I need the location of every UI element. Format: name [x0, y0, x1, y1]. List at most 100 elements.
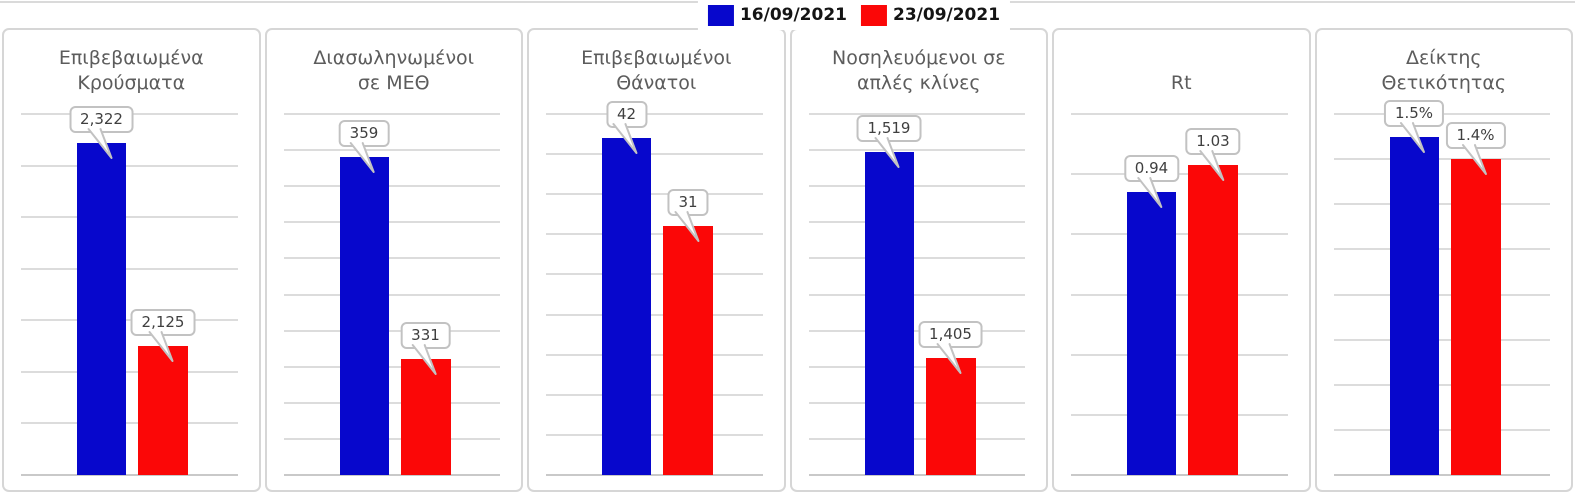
data-label-callout: 331	[400, 322, 451, 376]
bar-16-09-2021	[602, 138, 651, 475]
gridline	[21, 164, 238, 167]
chart-panel-3: Επιβεβαιωμένοι Θάνατοι 42 31	[527, 28, 786, 492]
bar-23-09-2021	[400, 359, 451, 475]
bar-23-09-2021	[138, 346, 188, 475]
bar-23-09-2021	[1450, 159, 1501, 475]
callout-tail	[674, 211, 699, 243]
gridline	[808, 329, 1025, 332]
gridline	[283, 293, 500, 296]
panel-title-line: Νοσηλευόμενοι σε	[832, 47, 1006, 69]
data-label-callout: 2,125	[130, 309, 196, 363]
x-axis-line	[21, 474, 238, 476]
legend-label-date-1: 16/09/2021	[739, 5, 847, 25]
gridline	[546, 313, 763, 316]
chart-panel-6: Δείκτης Θετικότητας 1.5% 1.4%	[1314, 28, 1573, 492]
data-label-callout: 2,322	[69, 105, 134, 159]
data-label-callout: 31	[667, 189, 709, 243]
callout-tail	[349, 142, 375, 174]
data-label-callout: 1,519	[856, 114, 922, 168]
bar-16-09-2021	[1389, 136, 1439, 475]
data-label-callout: 359	[338, 120, 390, 174]
chart-panel-4: Νοσηλευόμενοι σε απλές κλίνες 1,519 1,405	[789, 28, 1048, 492]
gridline	[1333, 383, 1550, 386]
panel-title: Rt	[1054, 34, 1309, 96]
data-label-callout: 1.03	[1185, 128, 1241, 182]
legend-label-date-2: 23/09/2021	[893, 5, 1001, 25]
gridline	[1071, 293, 1288, 296]
panel-title: Επιβεβαιωμένοι Θάνατοι	[529, 34, 784, 96]
x-axis-line	[1333, 474, 1550, 476]
callout-tail	[1461, 144, 1487, 176]
chart-panel-5: Rt 0.94 1.03	[1052, 28, 1311, 492]
gridline	[1071, 353, 1288, 356]
data-label-callout: 1.4%	[1445, 122, 1506, 176]
gridline	[1333, 158, 1550, 161]
gridline	[283, 221, 500, 224]
gridline	[21, 267, 238, 270]
plot-area: 2,322 2,125	[21, 105, 238, 476]
panel-title-line: Δείκτης	[1405, 47, 1482, 69]
plot-area: 359 331	[283, 113, 500, 476]
bar-16-09-2021	[1127, 192, 1176, 475]
gridline	[546, 193, 763, 196]
x-axis-line	[808, 474, 1025, 476]
gridline	[808, 149, 1025, 152]
callout-tail	[148, 331, 174, 363]
data-label-value: 0.94	[1134, 159, 1169, 178]
callout-tail	[1199, 150, 1224, 182]
gridline	[808, 257, 1025, 260]
data-label-value: 359	[349, 124, 379, 143]
panel-title: Δείκτης Θετικότητας	[1317, 34, 1572, 96]
gridline	[808, 221, 1025, 224]
bar-23-09-2021	[925, 357, 976, 475]
data-label-value: 1,405	[929, 324, 972, 343]
callout-tail	[87, 127, 113, 159]
callout-tail	[1137, 177, 1163, 209]
gridline	[1071, 113, 1288, 115]
data-label-value: 2,125	[141, 313, 185, 332]
bar-16-09-2021	[864, 151, 914, 475]
gridline	[546, 433, 763, 436]
callout-tail	[1399, 121, 1425, 153]
x-axis-line	[1071, 474, 1288, 476]
gridline	[546, 273, 763, 276]
x-axis-line	[283, 474, 500, 476]
gridline	[283, 401, 500, 404]
data-label-value: 31	[678, 193, 698, 212]
gridline	[21, 216, 238, 219]
gridline	[1071, 173, 1288, 176]
data-label-value: 331	[411, 326, 440, 345]
gridline	[1333, 338, 1550, 341]
bar-16-09-2021	[339, 157, 389, 475]
data-label-value: 1.03	[1196, 132, 1230, 151]
gridline	[1333, 248, 1550, 251]
gridline	[546, 113, 763, 115]
gridline	[283, 329, 500, 332]
data-label-callout: 1,405	[918, 320, 983, 374]
panel-title-line: απλές κλίνες	[856, 72, 981, 94]
gridline	[808, 185, 1025, 188]
gridline	[546, 233, 763, 236]
x-axis-line	[546, 474, 763, 476]
legend-swatch-blue	[707, 4, 734, 26]
panel-title: Νοσηλευόμενοι σε απλές κλίνες	[792, 34, 1047, 96]
panel-title: Επιβεβαιωμένα Κρούσματα	[4, 34, 259, 96]
gridline	[283, 365, 500, 368]
gridline	[808, 401, 1025, 404]
panel-title-line: Θάνατοι	[616, 72, 697, 94]
data-label-callout: 1.5%	[1383, 99, 1445, 153]
callout-tail	[612, 123, 638, 155]
gridline	[1333, 428, 1550, 431]
chart-panels-row: Επιβεβαιωμένα Κρούσματα 2,322 2,125 Διασωλην…	[2, 28, 1573, 492]
gridline	[283, 149, 500, 152]
plot-area: 42 31	[546, 101, 763, 476]
gridline	[21, 422, 238, 425]
gridline	[283, 185, 500, 188]
gridline	[283, 437, 500, 440]
gridline	[283, 113, 500, 115]
chart-legend: 16/09/2021 23/09/2021	[697, 0, 1011, 30]
gridline	[1071, 233, 1288, 236]
callout-tail	[411, 344, 437, 376]
panel-title-line: Επιβεβαιωμένα	[58, 47, 204, 69]
chart-panel-2: Διασωληνωμένοι σε ΜΕΘ 359 331	[264, 28, 523, 492]
